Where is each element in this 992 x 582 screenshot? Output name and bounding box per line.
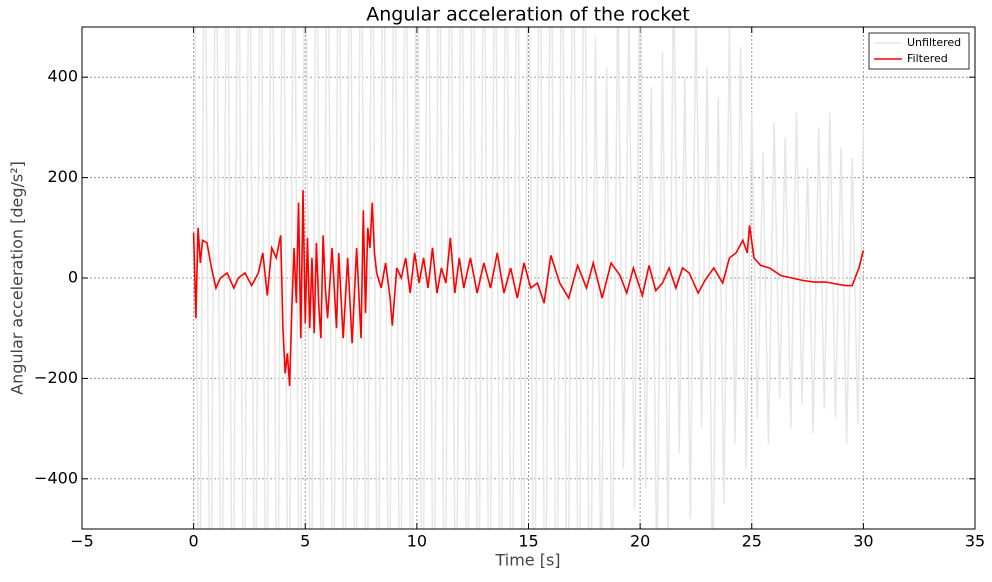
data-line	[194, 27, 865, 529]
y-tick-label: 200	[47, 167, 78, 186]
legend-box	[868, 32, 970, 70]
x-tick-label: 25	[742, 532, 762, 551]
y-tick-label: 0	[68, 268, 78, 287]
x-tick-label: 5	[300, 532, 310, 551]
x-tick-label: 20	[630, 532, 650, 551]
plot-area	[192, 27, 865, 529]
y-axis-label: Angular acceleration [deg/s²]	[8, 161, 27, 395]
y-tick-label: −400	[34, 468, 78, 487]
x-tick-label: 30	[853, 532, 873, 551]
x-tick-label: 15	[518, 532, 538, 551]
plot-frame	[81, 26, 976, 530]
y-tick-label: −200	[34, 368, 78, 387]
x-tick-label: 35	[965, 532, 985, 551]
x-tick-label: −5	[70, 532, 94, 551]
x-tick-label: 10	[407, 532, 427, 551]
x-tick-label: 0	[189, 532, 199, 551]
y-tick-label: 400	[47, 67, 78, 86]
data-line	[192, 190, 865, 386]
chart-title: Angular acceleration of the rocket	[366, 4, 690, 26]
legend-label: Unfiltered	[907, 36, 961, 49]
legend-label: Filtered	[907, 52, 948, 65]
x-axis-label: Time [s]	[494, 551, 560, 570]
